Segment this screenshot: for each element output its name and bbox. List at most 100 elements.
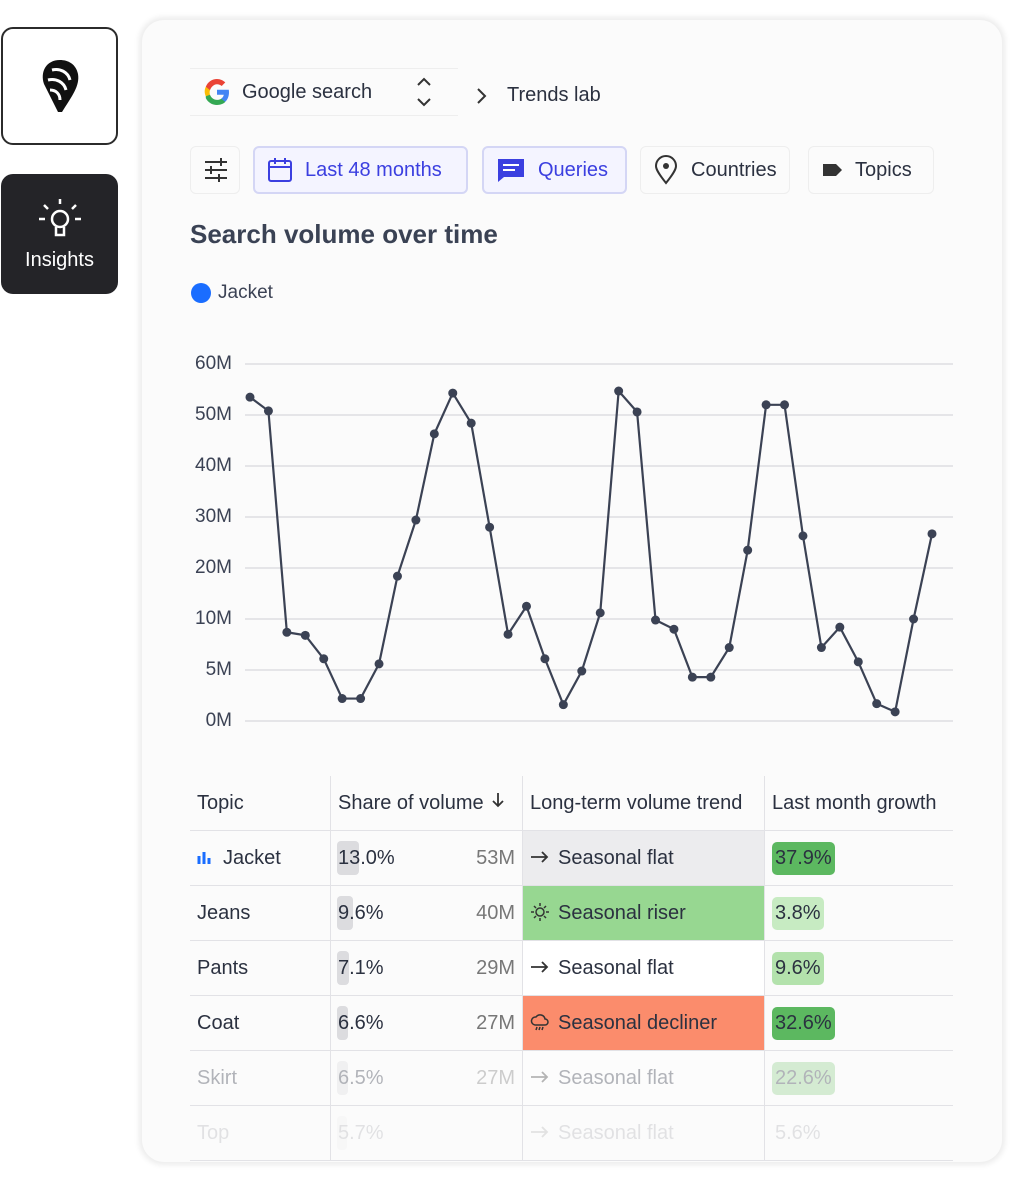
y-tick-label: 10M — [195, 608, 232, 629]
data-point — [282, 627, 292, 637]
filter-label: Countries — [691, 158, 777, 181]
table-row[interactable]: Top 5.7% Seasonal flat 5.6% — [190, 1105, 953, 1161]
google-icon — [204, 79, 229, 105]
y-tick-label: 50M — [195, 404, 232, 425]
date-filter[interactable]: Last 48 months — [253, 146, 468, 194]
growth-cell: 5.6% — [764, 1105, 953, 1161]
data-point — [485, 522, 495, 532]
data-point — [595, 608, 605, 618]
growth: 9.6% — [772, 951, 824, 985]
breadcrumb[interactable]: Trends lab — [507, 84, 601, 106]
series-line — [249, 388, 934, 714]
growth-cell: 9.6% — [764, 940, 953, 996]
topics-filter[interactable]: Topics — [808, 146, 934, 194]
share: 5.7% — [338, 1121, 384, 1144]
y-tick-label: 20M — [195, 557, 232, 578]
column-label: Topic — [197, 791, 244, 814]
data-point — [761, 400, 771, 410]
share-bar — [337, 896, 354, 930]
trend: Seasonal riser — [558, 901, 686, 924]
updown-icon — [417, 77, 431, 107]
y-tick-label: 30M — [195, 506, 232, 527]
share-bar — [337, 951, 350, 985]
trend: Seasonal flat — [558, 956, 674, 979]
data-point — [466, 418, 476, 428]
volume: 53M — [476, 846, 515, 869]
column-header[interactable]: Topic — [190, 776, 331, 831]
chart: Search volume over time Jacket 0M 5M 10M 20M… — [190, 219, 953, 731]
chart-title: Search volume over time — [190, 219, 498, 249]
growth-cell: 22.6% — [764, 1050, 953, 1106]
share-bar — [337, 1061, 349, 1095]
flat-icon — [531, 960, 549, 973]
data-point — [411, 515, 421, 525]
column-header[interactable]: Long-term volume trend — [522, 776, 765, 831]
data-point — [687, 672, 697, 682]
trend-cell: Seasonal decliner — [522, 995, 765, 1051]
column-header[interactable]: Share of volume — [330, 776, 523, 831]
topic: Jeans — [197, 901, 251, 924]
queries-filter[interactable]: Queries — [482, 146, 627, 194]
flat-icon — [531, 1125, 549, 1138]
topic: Skirt — [197, 1066, 237, 1089]
trend: Seasonal decliner — [558, 1011, 717, 1034]
share-bar — [337, 1116, 347, 1150]
tag-icon — [823, 164, 842, 176]
table-row[interactable]: Skirt 6.5% 27M Seasonal flat 22.6% — [190, 1050, 953, 1106]
trend-cell: Seasonal flat — [522, 1050, 765, 1106]
topic-cell: Jacket — [190, 830, 331, 886]
y-tick-label: 0M — [206, 710, 232, 731]
growth: 22.6% — [772, 1061, 835, 1095]
volume: 27M — [476, 1011, 515, 1034]
countries-filter[interactable]: Countries — [640, 146, 790, 194]
data-point — [577, 666, 587, 676]
logo — [42, 60, 78, 112]
column-header[interactable]: Last month growth — [764, 776, 953, 831]
table-row[interactable]: Pants 7.1% 29M Seasonal flat 9.6% — [190, 940, 953, 996]
queries-icon — [498, 159, 524, 182]
calendar-icon — [268, 158, 292, 182]
growth-cell: 3.8% — [764, 885, 953, 941]
logo-button[interactable] — [1, 27, 118, 145]
source-select[interactable]: Google search — [190, 68, 458, 116]
topic: Jacket — [223, 846, 281, 869]
volume: 27M — [476, 1066, 515, 1089]
table-row[interactable]: Jacket 13.0% 53M Seasonal flat 37.9% — [190, 830, 953, 886]
topic-table: Topic Share of volume Long-term volume tre… — [190, 776, 953, 1161]
data-point — [614, 386, 624, 396]
trend: Seasonal flat — [558, 846, 674, 869]
settings-button[interactable] — [190, 146, 240, 194]
column-label: Last month growth — [772, 791, 937, 814]
flat-icon — [531, 1070, 549, 1083]
volume: 29M — [476, 956, 515, 979]
trend-cell: Seasonal flat — [522, 830, 765, 886]
table-row[interactable]: Coat 6.6% 27M Seasonal decliner 32.6% — [190, 995, 953, 1051]
data-point — [448, 388, 458, 398]
topic: Coat — [197, 1011, 240, 1034]
topic-cell: Coat — [190, 995, 331, 1051]
sliders-icon — [205, 158, 227, 182]
data-point — [245, 392, 255, 402]
share-cell: 7.1% 29M — [330, 940, 523, 996]
table-row[interactable]: Jeans 9.6% 40M Seasonal riser 3.8% — [190, 885, 953, 941]
insights-button[interactable]: Insights — [1, 174, 118, 294]
data-point — [540, 654, 550, 664]
growth: 3.8% — [772, 896, 824, 930]
topic: Pants — [197, 956, 249, 979]
topic-cell: Pants — [190, 940, 331, 996]
bulb-icon — [38, 198, 81, 236]
data-point — [337, 694, 347, 704]
share: 7.1% — [338, 956, 384, 979]
share-bar — [337, 841, 360, 875]
topic: Top — [197, 1121, 230, 1144]
selected-icon — [197, 851, 211, 864]
data-point — [558, 700, 568, 710]
data-point — [392, 571, 402, 581]
legend-label: Jacket — [218, 282, 274, 303]
y-tick-label: 5M — [206, 659, 232, 680]
sort-icon[interactable] — [490, 791, 506, 809]
source-label: Google search — [242, 80, 373, 103]
growth: 32.6% — [772, 1006, 835, 1040]
topic-cell: Jeans — [190, 885, 331, 941]
data-point — [503, 629, 513, 639]
